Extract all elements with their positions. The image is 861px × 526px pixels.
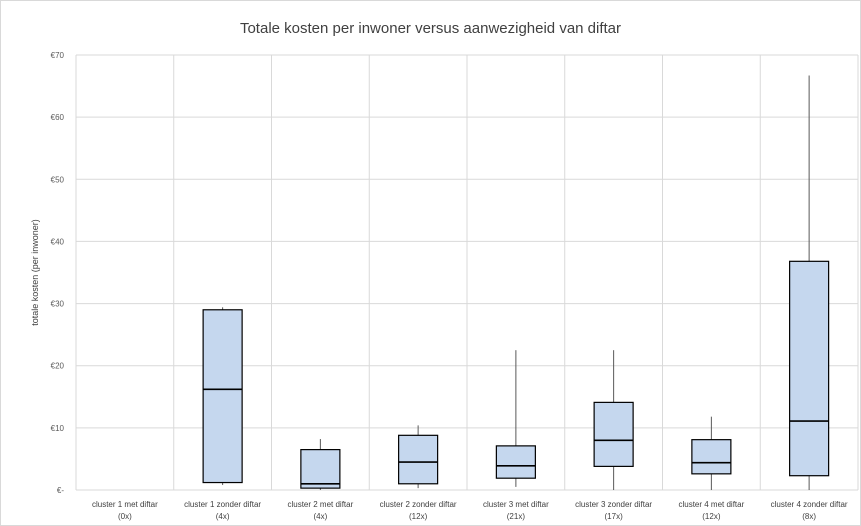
x-category-label: cluster 2 met diftar [287,500,353,509]
box [300,449,341,489]
box [691,439,732,475]
x-category-count: (12x) [702,512,721,521]
x-category-label: cluster 4 zonder diftar [771,500,848,509]
y-tick-label: €60 [51,113,65,122]
x-category-label: cluster 3 zonder diftar [575,500,652,509]
box [495,445,536,479]
x-category-count: (21x) [507,512,526,521]
box [593,401,634,467]
x-category-label: cluster 4 met diftar [678,500,744,509]
box [202,309,243,484]
x-category-count: (4x) [313,512,327,521]
y-tick-label: €- [57,486,64,495]
y-axis-label: totale kosten (per inwoner) [30,219,40,326]
y-tick-label: €50 [51,175,65,184]
x-category-count: (17x) [605,512,624,521]
x-category-label: cluster 2 zonder diftar [380,500,457,509]
y-tick-label: €30 [51,300,65,309]
x-category-count: (4x) [216,512,230,521]
y-tick-label: €70 [51,51,65,60]
chart-title: Totale kosten per inwoner versus aanwezi… [239,20,622,37]
x-category-label: cluster 1 zonder diftar [184,500,261,509]
y-tick-label: €20 [51,362,65,371]
x-category-count: (0x) [118,512,132,521]
box [398,434,439,485]
y-tick-label: €10 [51,424,65,433]
box [789,260,830,477]
x-category-label: cluster 1 met diftar [92,500,158,509]
y-tick-label: €40 [51,237,65,246]
x-category-label: cluster 3 met diftar [483,500,549,509]
x-category-count: (12x) [409,512,428,521]
x-category-count: (8x) [802,512,816,521]
